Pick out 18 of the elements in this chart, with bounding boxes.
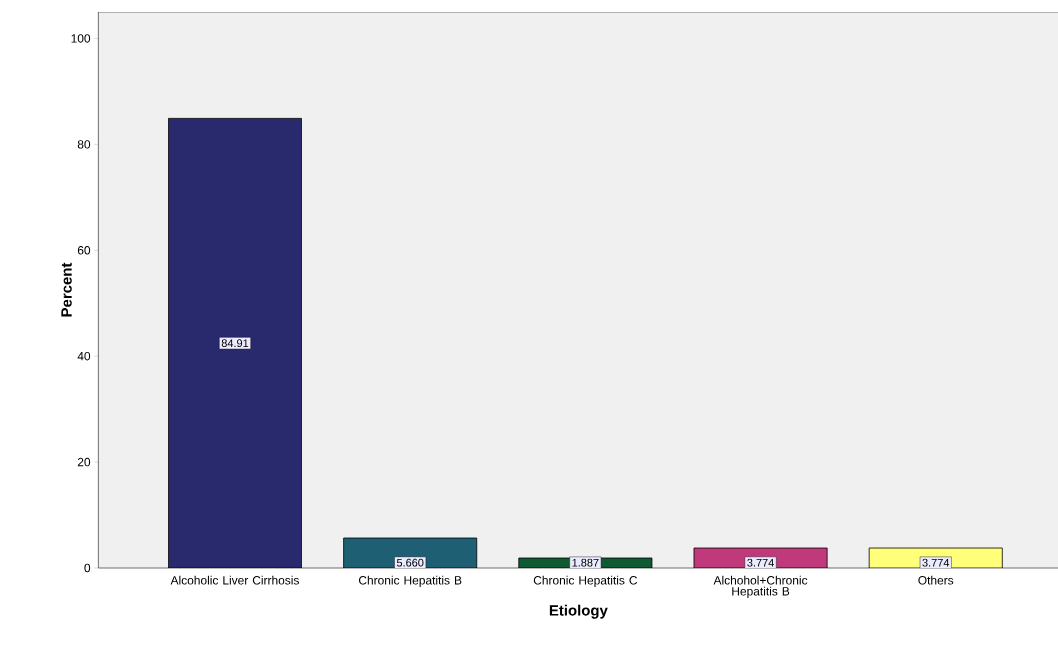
- x-tick-label: Alcoholic Liver Cirrhosis: [170, 575, 299, 585]
- y-tick-label: 20: [77, 457, 91, 467]
- data-label: 84.91: [221, 339, 249, 348]
- x-tick-label: Chronic Hepatitis B: [358, 575, 462, 587]
- x-tick-label: Others: [918, 575, 954, 585]
- data-label: 5.660: [396, 558, 424, 567]
- data-label: 3.774: [747, 558, 774, 567]
- y-tick-label: 60: [77, 246, 91, 255]
- y-tick-label: 0: [84, 563, 91, 573]
- y-tick-label: 40: [77, 351, 91, 361]
- x-tick-label: Chronic Hepatitis C: [533, 575, 638, 587]
- data-label: 3.774: [922, 558, 950, 567]
- y-tick-label: 80: [77, 140, 91, 149]
- y-tick-label: 100: [71, 34, 91, 43]
- x-tick-label: Alchohol+Chronic Hepatitis B: [713, 575, 808, 598]
- x-axis-title: Etiology: [549, 604, 608, 619]
- data-label: 1.887: [572, 558, 599, 567]
- y-axis-title: Percent: [61, 262, 72, 317]
